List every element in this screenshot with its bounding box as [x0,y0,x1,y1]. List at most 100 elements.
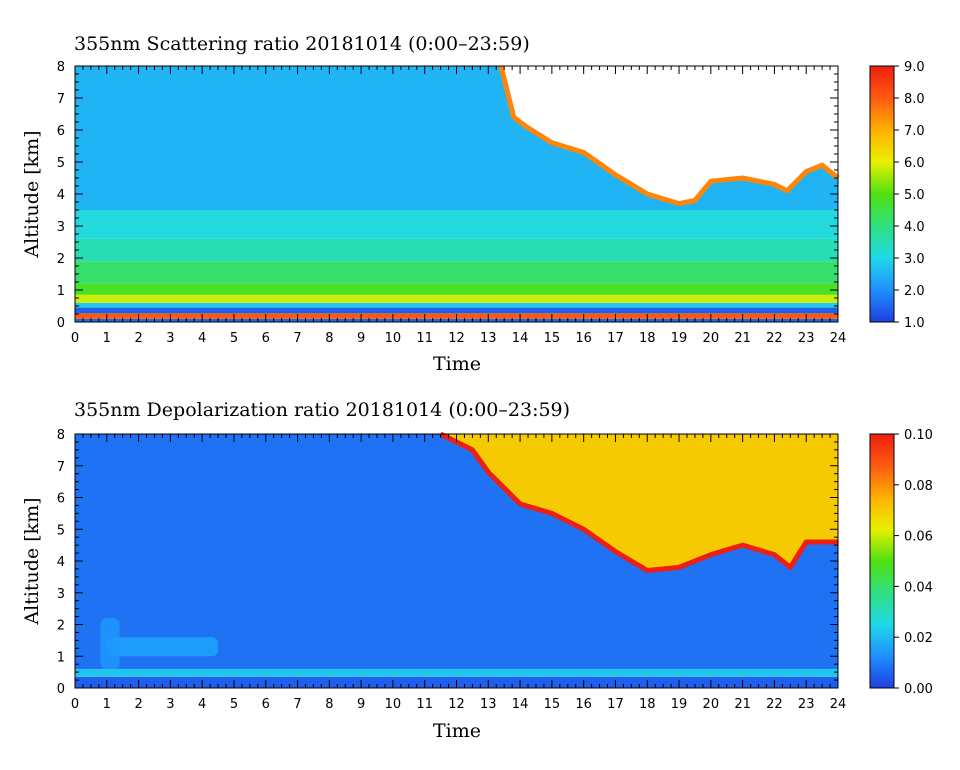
x-tick-label: 6 [262,331,270,346]
y-tick-label: 5 [57,523,65,538]
scattering-ratio-xlabel: Time [433,353,481,375]
x-tick-label: 1 [103,697,111,712]
depolarization-ratio-xlabel: Time [433,720,481,742]
x-tick-label: 9 [357,697,365,712]
y-tick-label: 0 [57,316,65,331]
colorbar-tick-label: 0.10 [904,428,933,443]
x-tick-label: 12 [448,331,465,346]
x-tick-label: 20 [703,331,720,346]
x-tick-label: 13 [480,697,497,712]
colorbar-tick-label: 6.0 [904,156,925,171]
y-tick-label: 7 [57,92,65,107]
x-tick-label: 8 [325,697,333,712]
color-band [75,210,838,239]
color-band [75,307,838,314]
colorbar-tick-label: 4.0 [904,220,925,235]
x-tick-label: 22 [766,697,783,712]
scattering-ratio-panel: 355nm Scattering ratio 20181014 (0:00–23… [21,33,925,375]
x-tick-label: 14 [512,331,529,346]
x-tick-label: 23 [798,697,815,712]
colorbar-tick-label: 5.0 [904,188,925,203]
x-tick-label: 13 [480,331,497,346]
x-tick-label: 14 [512,697,529,712]
y-tick-label: 6 [57,492,65,507]
colorbar-tick-label: 0.04 [904,580,933,595]
color-band [75,283,838,295]
x-tick-label: 19 [671,331,688,346]
colorbar-tick-label: 1.0 [904,316,925,331]
depolarization-ratio-axes: 0 1 2 3 4 5 6 7 8 9 10 11 12 13 14 15 16 17 18 19 20 21 22 23 24… [57,428,847,712]
x-tick-label: 21 [734,697,751,712]
y-tick-label: 3 [57,587,65,602]
cloud-region [440,434,838,571]
colorbar-tick-label: 8.0 [904,92,925,107]
x-tick-label: 11 [416,331,433,346]
depolarization-ratio-colorbar: 0.00 0.02 0.04 0.06 0.08 0.10 [869,428,933,697]
x-tick-label: 16 [575,331,592,346]
x-tick-label: 23 [798,331,815,346]
data-patch [106,637,219,657]
x-tick-label: 8 [325,331,333,346]
scattering-ratio-heatmap [75,65,840,322]
x-tick-label: 19 [671,697,688,712]
colorbar-gradient [869,433,895,689]
x-tick-label: 15 [544,331,561,346]
scattering-ratio-ylabel: Altitude [km] [21,130,43,258]
y-tick-label: 5 [57,156,65,171]
color-band [75,302,838,308]
x-tick-label: 20 [703,697,720,712]
x-tick-label: 2 [134,697,142,712]
x-tick-label: 24 [830,697,847,712]
colorbar-gradient [869,65,895,323]
x-tick-label: 7 [293,331,301,346]
colorbar-tick-label: 2.0 [904,284,925,299]
scattering-ratio-axes: 0 1 2 3 4 5 6 7 8 9 10 11 12 13 14 15 16 17 18 19 20 21 22 23 24… [57,60,847,346]
depolarization-ratio-title: 355nm Depolarization ratio 20181014 (0:0… [74,399,570,421]
x-tick-label: 3 [166,331,174,346]
depolarization-ratio-panel: 355nm Depolarization ratio 20181014 (0:0… [21,399,933,742]
y-tick-label: 6 [57,124,65,139]
x-tick-label: 6 [262,697,270,712]
y-tick-label: 1 [57,284,65,299]
cloud-region [501,66,838,204]
colorbar-tick-label: 0.08 [904,479,933,494]
y-tick-label: 4 [57,188,65,203]
x-tick-label: 9 [357,331,365,346]
y-tick-label: 2 [57,252,65,267]
y-tick-label: 8 [57,428,65,443]
cloud-edge [498,65,840,207]
color-band [75,294,838,303]
x-tick-label: 18 [639,697,656,712]
x-tick-label: 18 [639,331,656,346]
x-tick-label: 0 [71,697,79,712]
x-tick-label: 5 [230,697,238,712]
y-tick-label: 0 [57,682,65,697]
colorbar-tick-label: 7.0 [904,124,925,139]
y-tick-label: 7 [57,460,65,475]
y-tick-label: 3 [57,220,65,235]
scattering-ratio-title: 355nm Scattering ratio 20181014 (0:00–23… [74,33,530,55]
x-tick-label: 1 [103,331,111,346]
cloud-edge [439,431,838,574]
colorbar-tick-label: 0.06 [904,530,933,545]
x-tick-label: 22 [766,331,783,346]
x-tick-label: 10 [385,331,402,346]
colorbar-tick-label: 0.02 [904,631,933,646]
x-tick-label: 16 [575,697,592,712]
y-tick-label: 8 [57,60,65,75]
x-tick-label: 17 [607,331,624,346]
data-patch [100,618,120,669]
x-tick-label: 12 [448,697,465,712]
color-band [75,261,838,284]
x-tick-label: 0 [71,331,79,346]
scattering-ratio-colorbar: 1.0 2.0 3.0 4.0 5.0 6.0 7.0 8.0 9.0 [869,60,925,331]
x-tick-label: 4 [198,331,206,346]
y-tick-label: 2 [57,619,65,634]
x-tick-label: 24 [830,331,847,346]
x-tick-label: 5 [230,331,238,346]
color-band [75,238,838,262]
color-band [75,668,838,677]
x-tick-label: 4 [198,697,206,712]
y-tick-label: 1 [57,650,65,665]
